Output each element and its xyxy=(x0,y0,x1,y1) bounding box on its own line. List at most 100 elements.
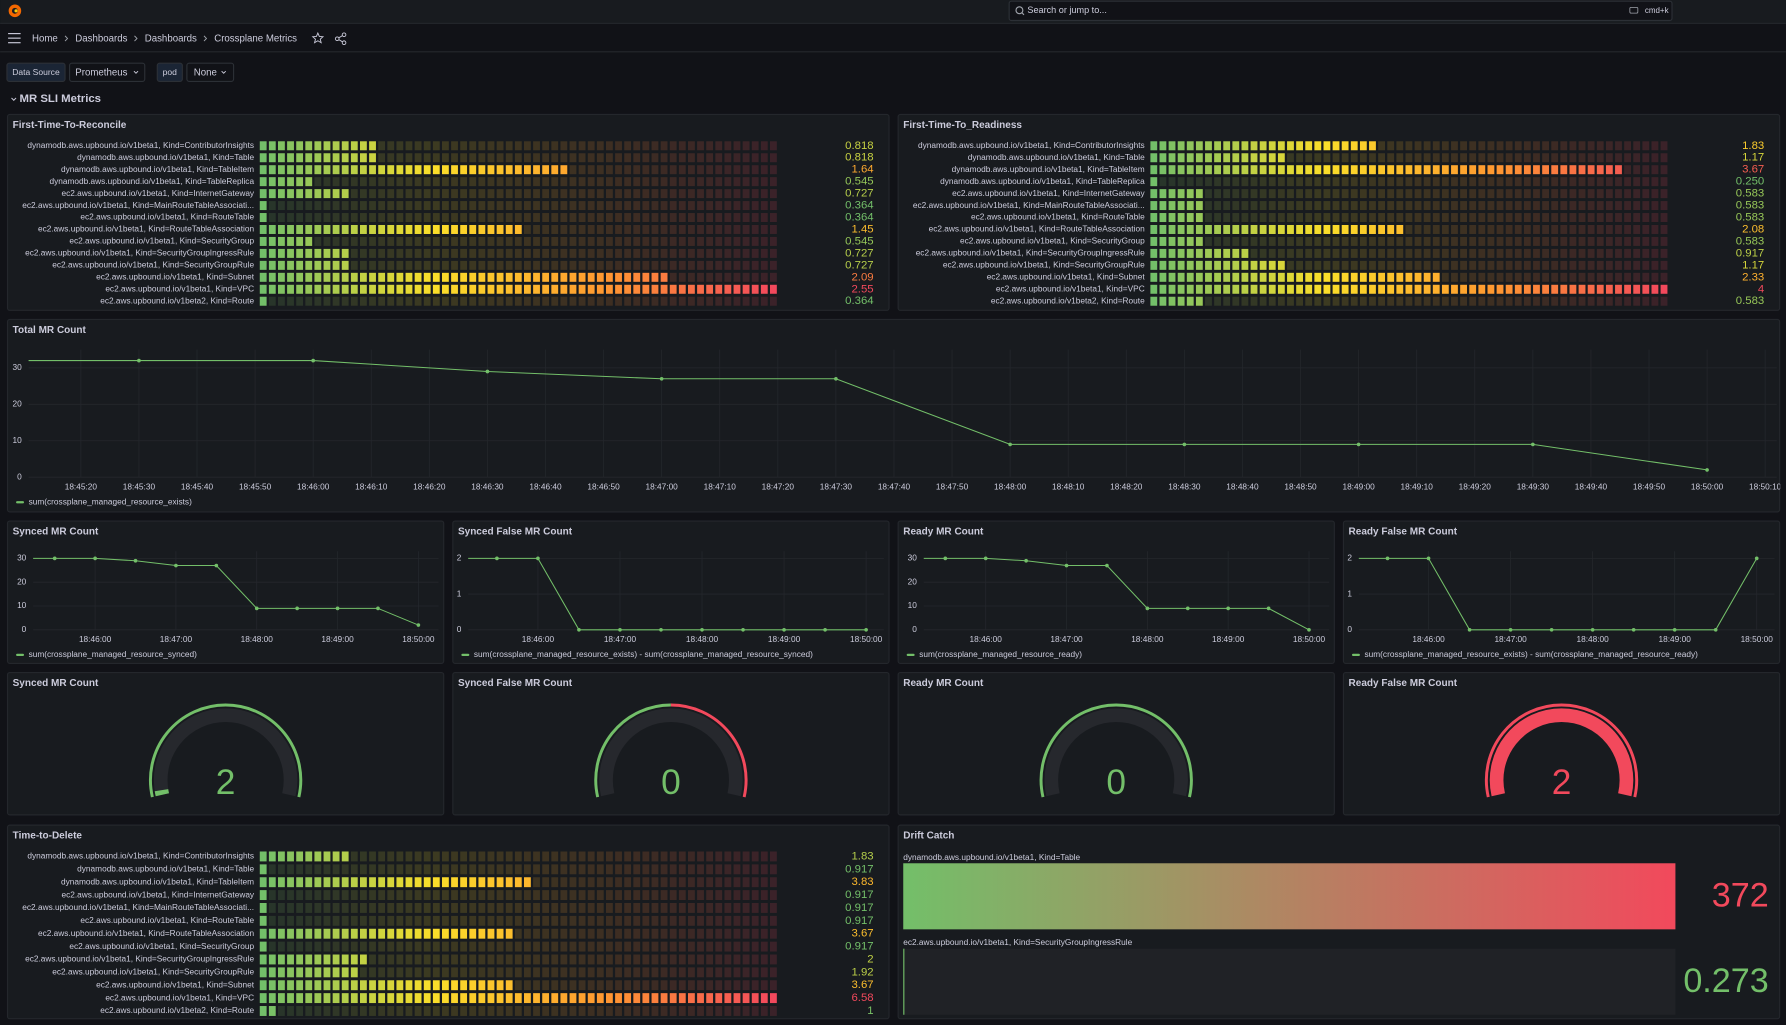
panel-title: Ready False MR Count xyxy=(1349,527,1458,538)
breadcrumb[interactable]: Dashboards xyxy=(145,33,197,44)
bar-cell xyxy=(442,296,449,306)
bar-cell xyxy=(1405,272,1413,282)
bar-cell xyxy=(396,165,404,175)
select-caret[interactable] xyxy=(133,70,139,74)
bar-cell xyxy=(287,980,294,991)
bar-cell xyxy=(323,296,331,306)
menu-icon[interactable] xyxy=(8,33,21,44)
logo-dot[interactable] xyxy=(14,9,18,13)
bar-cell xyxy=(1378,224,1385,234)
bar-cell xyxy=(496,877,504,888)
bar-cell xyxy=(1223,153,1231,163)
share-link[interactable] xyxy=(338,35,343,43)
bar-cell xyxy=(706,915,714,926)
bar-cell xyxy=(1168,165,1176,175)
bar-cell xyxy=(1478,248,1486,258)
bar-cell xyxy=(1596,213,1604,223)
bar-cell xyxy=(660,941,668,952)
bar-cell xyxy=(1432,177,1440,187)
bar-cell xyxy=(451,851,458,862)
bar-cell xyxy=(760,1006,768,1016)
bar-cell xyxy=(451,248,458,258)
bar-cell xyxy=(487,189,495,199)
breadcrumb[interactable]: Dashboards xyxy=(75,33,127,44)
bar-cell xyxy=(1523,296,1531,306)
bar-cell xyxy=(451,993,458,1004)
bar-cell xyxy=(1378,236,1385,246)
bar-cell xyxy=(296,201,304,211)
search-box[interactable] xyxy=(1008,0,1673,22)
bar-cell xyxy=(414,284,422,294)
x-tick-label: 18:49:00 xyxy=(768,634,801,644)
bar-cell xyxy=(332,993,340,1004)
bar-cell xyxy=(1423,224,1431,234)
star-icon[interactable] xyxy=(311,31,325,44)
row-chevron[interactable] xyxy=(11,97,17,101)
bar-cell xyxy=(660,165,668,175)
breadcrumb[interactable]: Home xyxy=(32,33,58,44)
bar-cell xyxy=(524,993,531,1004)
search-placeholder[interactable]: Search or jump to... xyxy=(1027,5,1107,15)
variable-select[interactable] xyxy=(186,62,235,82)
bar-cell xyxy=(278,851,285,862)
grafana-logo[interactable] xyxy=(8,4,22,18)
bar-cell xyxy=(387,201,395,211)
bar-cell xyxy=(615,248,622,258)
bar-cell xyxy=(715,941,723,952)
bar-cell xyxy=(1250,213,1258,223)
bar-cell xyxy=(323,260,331,270)
bar-cell xyxy=(496,213,504,223)
bar-cell xyxy=(1232,296,1240,306)
bar-cell xyxy=(478,213,486,223)
bar-cell xyxy=(569,864,577,875)
bar-cell xyxy=(1277,224,1285,234)
bar-cell xyxy=(305,165,313,175)
bar-cell xyxy=(1369,272,1376,282)
bar-cell xyxy=(1523,141,1531,151)
bar-cell xyxy=(770,967,777,978)
bar-cell xyxy=(341,153,349,163)
share-node[interactable] xyxy=(341,32,347,38)
bar-cell xyxy=(688,928,695,939)
row-title[interactable]: MR SLI Metrics xyxy=(19,93,101,105)
select-caret[interactable] xyxy=(221,70,227,74)
x-tick-label: 18:48:10 xyxy=(1052,482,1085,492)
bar-cell xyxy=(514,213,522,223)
bar-cell xyxy=(1578,153,1586,163)
share-node[interactable] xyxy=(341,40,347,45)
share-icon[interactable] xyxy=(334,32,347,45)
variable-value[interactable]: Prometheus xyxy=(75,67,127,78)
variable-select[interactable] xyxy=(69,62,146,82)
bar-cell xyxy=(314,877,322,888)
variable-value[interactable]: None xyxy=(194,67,217,78)
bar-cell xyxy=(1441,224,1449,234)
bar-cell xyxy=(496,993,504,1004)
bar-cell xyxy=(1660,296,1668,306)
bar-cell xyxy=(369,877,376,888)
bar-cell xyxy=(1587,224,1595,234)
bar-cell xyxy=(287,272,294,282)
bar-cell xyxy=(560,284,568,294)
bar-cell xyxy=(1451,141,1458,151)
bar-cell xyxy=(496,967,504,978)
bar-cell xyxy=(414,967,422,978)
bar-cell xyxy=(1223,284,1231,294)
bar-cell xyxy=(287,165,294,175)
bar-cell xyxy=(514,915,522,926)
bar-cell xyxy=(606,993,613,1004)
bar-cell xyxy=(770,954,777,965)
bar-cell xyxy=(587,851,595,862)
bar-cell xyxy=(341,189,349,199)
bar-cell xyxy=(1396,248,1404,258)
bar-cell xyxy=(596,890,604,901)
bar xyxy=(1150,260,1668,270)
bar-cell xyxy=(1569,153,1577,163)
x-tick-label: 18:49:10 xyxy=(1401,482,1434,492)
bar-cell xyxy=(1523,236,1531,246)
bar-cell xyxy=(1642,201,1650,211)
bar-cell xyxy=(770,296,777,306)
bar-cell xyxy=(651,236,659,246)
bar-cell xyxy=(560,902,568,913)
bar-cell xyxy=(496,284,504,294)
share-node[interactable] xyxy=(334,36,340,42)
